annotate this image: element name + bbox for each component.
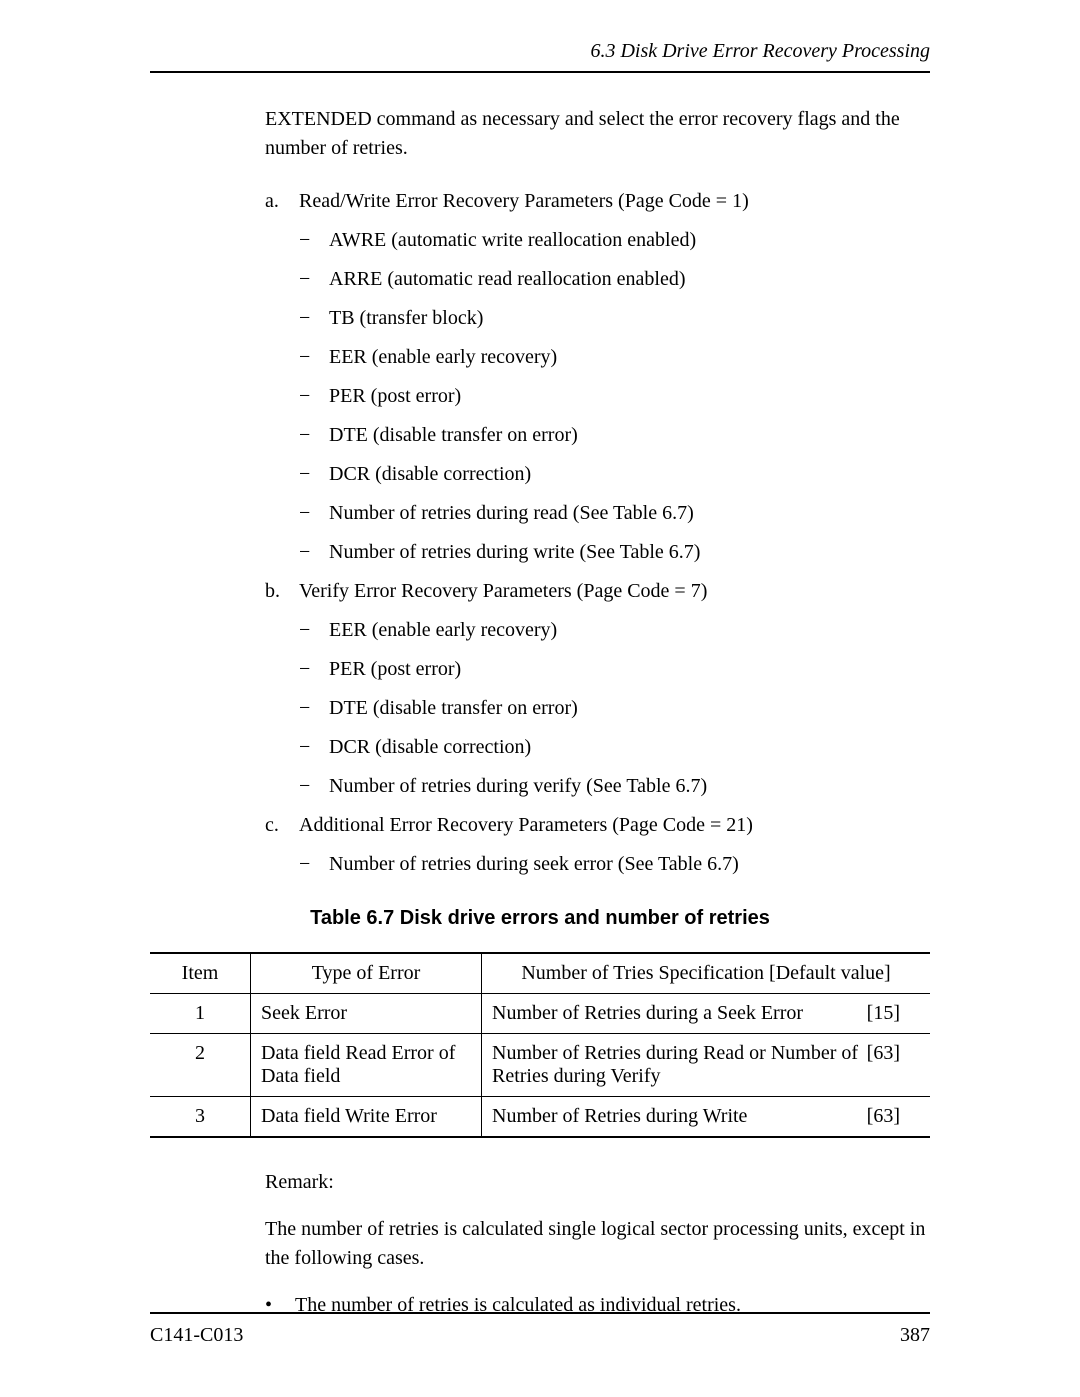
remark-section: Remark: The number of retries is calcula… [265,1168,930,1320]
dash-icon: − [299,304,329,333]
table-header-row: Item Type of Error Number of Tries Speci… [150,953,930,994]
dash-text: Number of retries during verify (See Tab… [329,772,707,801]
dash-icon: − [299,850,329,879]
list-item-title: Additional Error Recovery Parameters (Pa… [299,811,753,840]
dash-item: −EER (enable early recovery) [299,616,930,645]
dash-icon: − [299,460,329,489]
dash-text: DTE (disable transfer on error) [329,421,578,450]
dash-icon: − [299,226,329,255]
footer-right: 387 [900,1324,930,1347]
table-row: 1 Seek Error Number of Retries during a … [150,994,930,1034]
table-row: 2 Data field Read Error of Data field Nu… [150,1034,930,1097]
error-table: Item Type of Error Number of Tries Speci… [150,952,930,1138]
dash-icon: − [299,733,329,762]
dash-text: PER (post error) [329,655,461,684]
dash-text: AWRE (automatic write reallocation enabl… [329,226,696,255]
cell-spec-val: [15] [867,1002,900,1025]
dash-text: DTE (disable transfer on error) [329,694,578,723]
remark-paragraph: The number of retries is calculated sing… [265,1215,930,1273]
cell-spec: Number of Retries during a Seek Error [15… [482,994,931,1034]
cell-type: Data field Read Error of Data field [251,1034,482,1097]
dash-text: Number of retries during read (See Table… [329,499,694,528]
list-item-title: Read/Write Error Recovery Parameters (Pa… [299,187,749,216]
list-item-c: c. Additional Error Recovery Parameters … [265,811,930,840]
dash-text: Number of retries during write (See Tabl… [329,538,700,567]
dash-text: Number of retries during seek error (See… [329,850,739,879]
page-header: 6.3 Disk Drive Error Recovery Processing [150,40,930,73]
dash-item: −Number of retries during write (See Tab… [299,538,930,567]
list-marker: b. [265,577,299,606]
list-item-b: b. Verify Error Recovery Parameters (Pag… [265,577,930,606]
dash-icon: − [299,694,329,723]
cell-item: 3 [150,1097,251,1138]
dash-icon: − [299,421,329,450]
cell-spec-text: Number of Retries during Read or Number … [492,1042,858,1087]
cell-spec-val: [63] [867,1105,900,1128]
intro-paragraph: EXTENDED command as necessary and select… [265,105,930,163]
sublist-c: −Number of retries during seek error (Se… [299,850,930,879]
dash-icon: − [299,616,329,645]
main-content: EXTENDED command as necessary and select… [265,105,930,879]
dash-item: −PER (post error) [299,382,930,411]
dash-icon: − [299,343,329,372]
table-header-type: Type of Error [251,953,482,994]
dash-item: −TB (transfer block) [299,304,930,333]
dash-text: DCR (disable correction) [329,733,531,762]
dash-text: TB (transfer block) [329,304,483,333]
cell-spec-text: Number of Retries during Write [492,1105,747,1127]
dash-text: EER (enable early recovery) [329,616,557,645]
cell-spec-text: Number of Retries during a Seek Error [492,1002,803,1024]
dash-text: ARRE (automatic read reallocation enable… [329,265,686,294]
table-header-spec: Number of Tries Specification [Default v… [482,953,931,994]
cell-type: Data field Write Error [251,1097,482,1138]
dash-item: −Number of retries during verify (See Ta… [299,772,930,801]
table-row: 3 Data field Write Error Number of Retri… [150,1097,930,1138]
dash-item: −Number of retries during read (See Tabl… [299,499,930,528]
dash-icon: − [299,499,329,528]
remark-label: Remark: [265,1168,930,1197]
dash-icon: − [299,265,329,294]
dash-icon: − [299,538,329,567]
dash-text: DCR (disable correction) [329,460,531,489]
dash-item: −DTE (disable transfer on error) [299,421,930,450]
dash-item: −Number of retries during seek error (Se… [299,850,930,879]
dash-icon: − [299,382,329,411]
sublist-b: −EER (enable early recovery) −PER (post … [299,616,930,801]
dash-item: −DTE (disable transfer on error) [299,694,930,723]
table-header-item: Item [150,953,251,994]
dash-text: EER (enable early recovery) [329,343,557,372]
page: 6.3 Disk Drive Error Recovery Processing… [0,0,1080,1397]
table-title: Table 6.7 Disk drive errors and number o… [150,907,930,930]
cell-type: Seek Error [251,994,482,1034]
sublist-a: −AWRE (automatic write reallocation enab… [299,226,930,567]
page-footer: C141-C013 387 [150,1312,930,1347]
dash-item: −DCR (disable correction) [299,460,930,489]
list-item-title: Verify Error Recovery Parameters (Page C… [299,577,707,606]
cell-spec: Number of Retries during Read or Number … [482,1034,931,1097]
dash-item: −AWRE (automatic write reallocation enab… [299,226,930,255]
dash-item: −ARRE (automatic read reallocation enabl… [299,265,930,294]
cell-item: 1 [150,994,251,1034]
dash-icon: − [299,655,329,684]
dash-item: −PER (post error) [299,655,930,684]
cell-spec: Number of Retries during Write [63] [482,1097,931,1138]
list-item-a: a. Read/Write Error Recovery Parameters … [265,187,930,216]
dash-icon: − [299,772,329,801]
dash-text: PER (post error) [329,382,461,411]
cell-item: 2 [150,1034,251,1097]
dash-item: −EER (enable early recovery) [299,343,930,372]
list-marker: a. [265,187,299,216]
list-marker: c. [265,811,299,840]
cell-spec-val: [63] [867,1042,900,1065]
dash-item: −DCR (disable correction) [299,733,930,762]
footer-left: C141-C013 [150,1324,243,1347]
